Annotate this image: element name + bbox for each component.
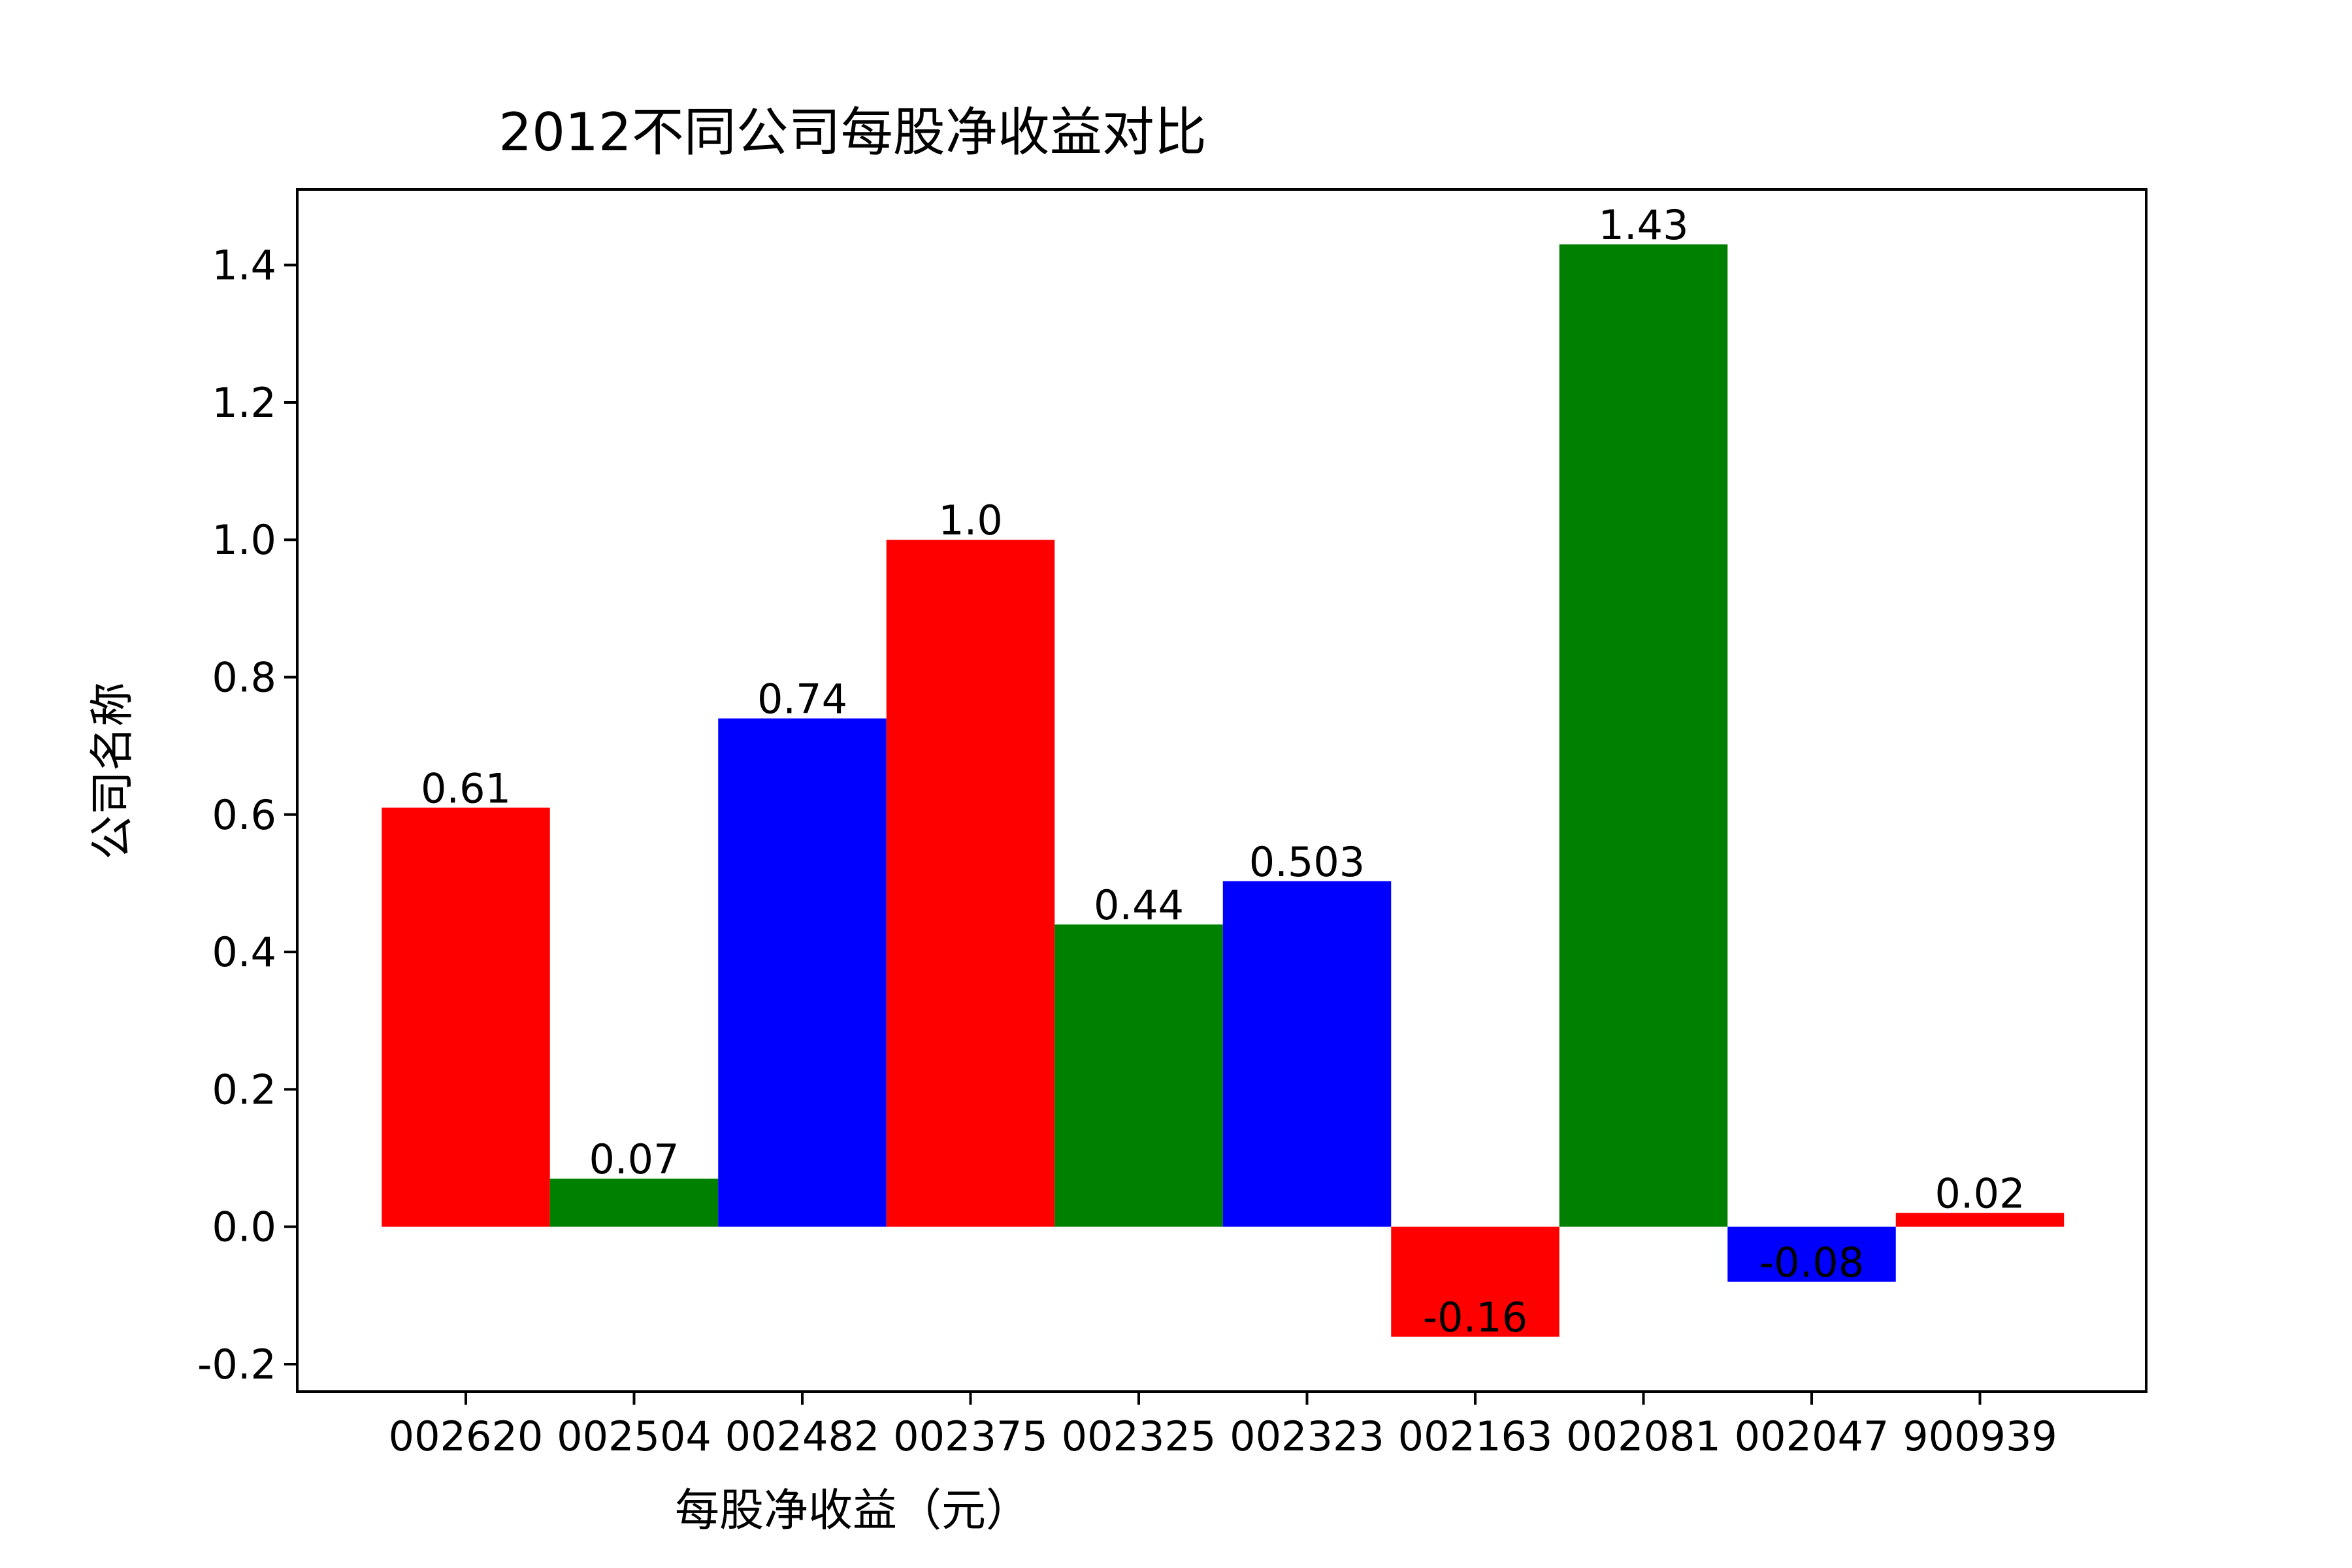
data-label: -0.08 xyxy=(1759,1239,1864,1286)
x-axis-label: 每股净收益（元） xyxy=(675,1485,1030,1537)
bar xyxy=(1559,244,1728,1227)
bar xyxy=(549,1179,719,1227)
data-label: 0.44 xyxy=(1094,881,1184,929)
x-tick-label: 900939 xyxy=(1903,1413,2057,1460)
y-tick-label: 1.0 xyxy=(212,516,276,564)
y-tick-label: 0.6 xyxy=(212,791,276,839)
y-tick-label: 0.4 xyxy=(212,928,276,976)
data-label: -0.16 xyxy=(1423,1294,1527,1341)
x-tick-label: 002375 xyxy=(893,1413,1048,1460)
data-label: 0.07 xyxy=(589,1135,679,1183)
x-tick-label: 002081 xyxy=(1566,1413,1721,1460)
x-tick-label: 002482 xyxy=(725,1413,880,1460)
data-label: 1.0 xyxy=(938,497,1003,544)
data-label: 0.74 xyxy=(757,676,847,723)
bar xyxy=(1054,924,1223,1227)
bar xyxy=(1727,1226,1896,1282)
y-tick-label: 1.2 xyxy=(212,379,276,427)
data-label: 0.61 xyxy=(421,764,511,812)
bar xyxy=(1222,881,1392,1227)
x-tick-label: 002323 xyxy=(1230,1413,1384,1460)
data-label: 0.503 xyxy=(1249,838,1365,886)
y-tick-label: 0.0 xyxy=(212,1203,276,1251)
x-tick-label: 002325 xyxy=(1062,1413,1217,1460)
x-tick-label: 002504 xyxy=(557,1413,711,1460)
x-tick-label: 002163 xyxy=(1398,1413,1553,1460)
plot-frame xyxy=(296,188,2148,1393)
data-label: 1.43 xyxy=(1598,201,1688,249)
bar xyxy=(1895,1213,2065,1227)
bar xyxy=(1391,1226,1560,1337)
data-label: 0.02 xyxy=(1935,1170,2025,1218)
y-tick-label: 1.4 xyxy=(212,242,276,289)
chart-title: 2012不同公司每股净收益对比 xyxy=(498,102,1207,163)
y-tick-label: -0.2 xyxy=(197,1341,276,1388)
plot-area: -0.2 0.0 0.2 0.4 0.6 0.8 1.0 1.2 1.4 0.61 002620 0.… xyxy=(197,201,2065,1460)
y-tick-label: 0.8 xyxy=(212,654,276,702)
bar xyxy=(382,808,550,1227)
y-tick-label: 0.2 xyxy=(212,1066,276,1113)
bar xyxy=(718,718,887,1227)
y-axis-label: 公司名称 xyxy=(87,682,139,860)
x-tick-label: 002620 xyxy=(389,1413,544,1460)
bar xyxy=(886,540,1055,1227)
x-tick-label: 002047 xyxy=(1735,1413,1889,1460)
